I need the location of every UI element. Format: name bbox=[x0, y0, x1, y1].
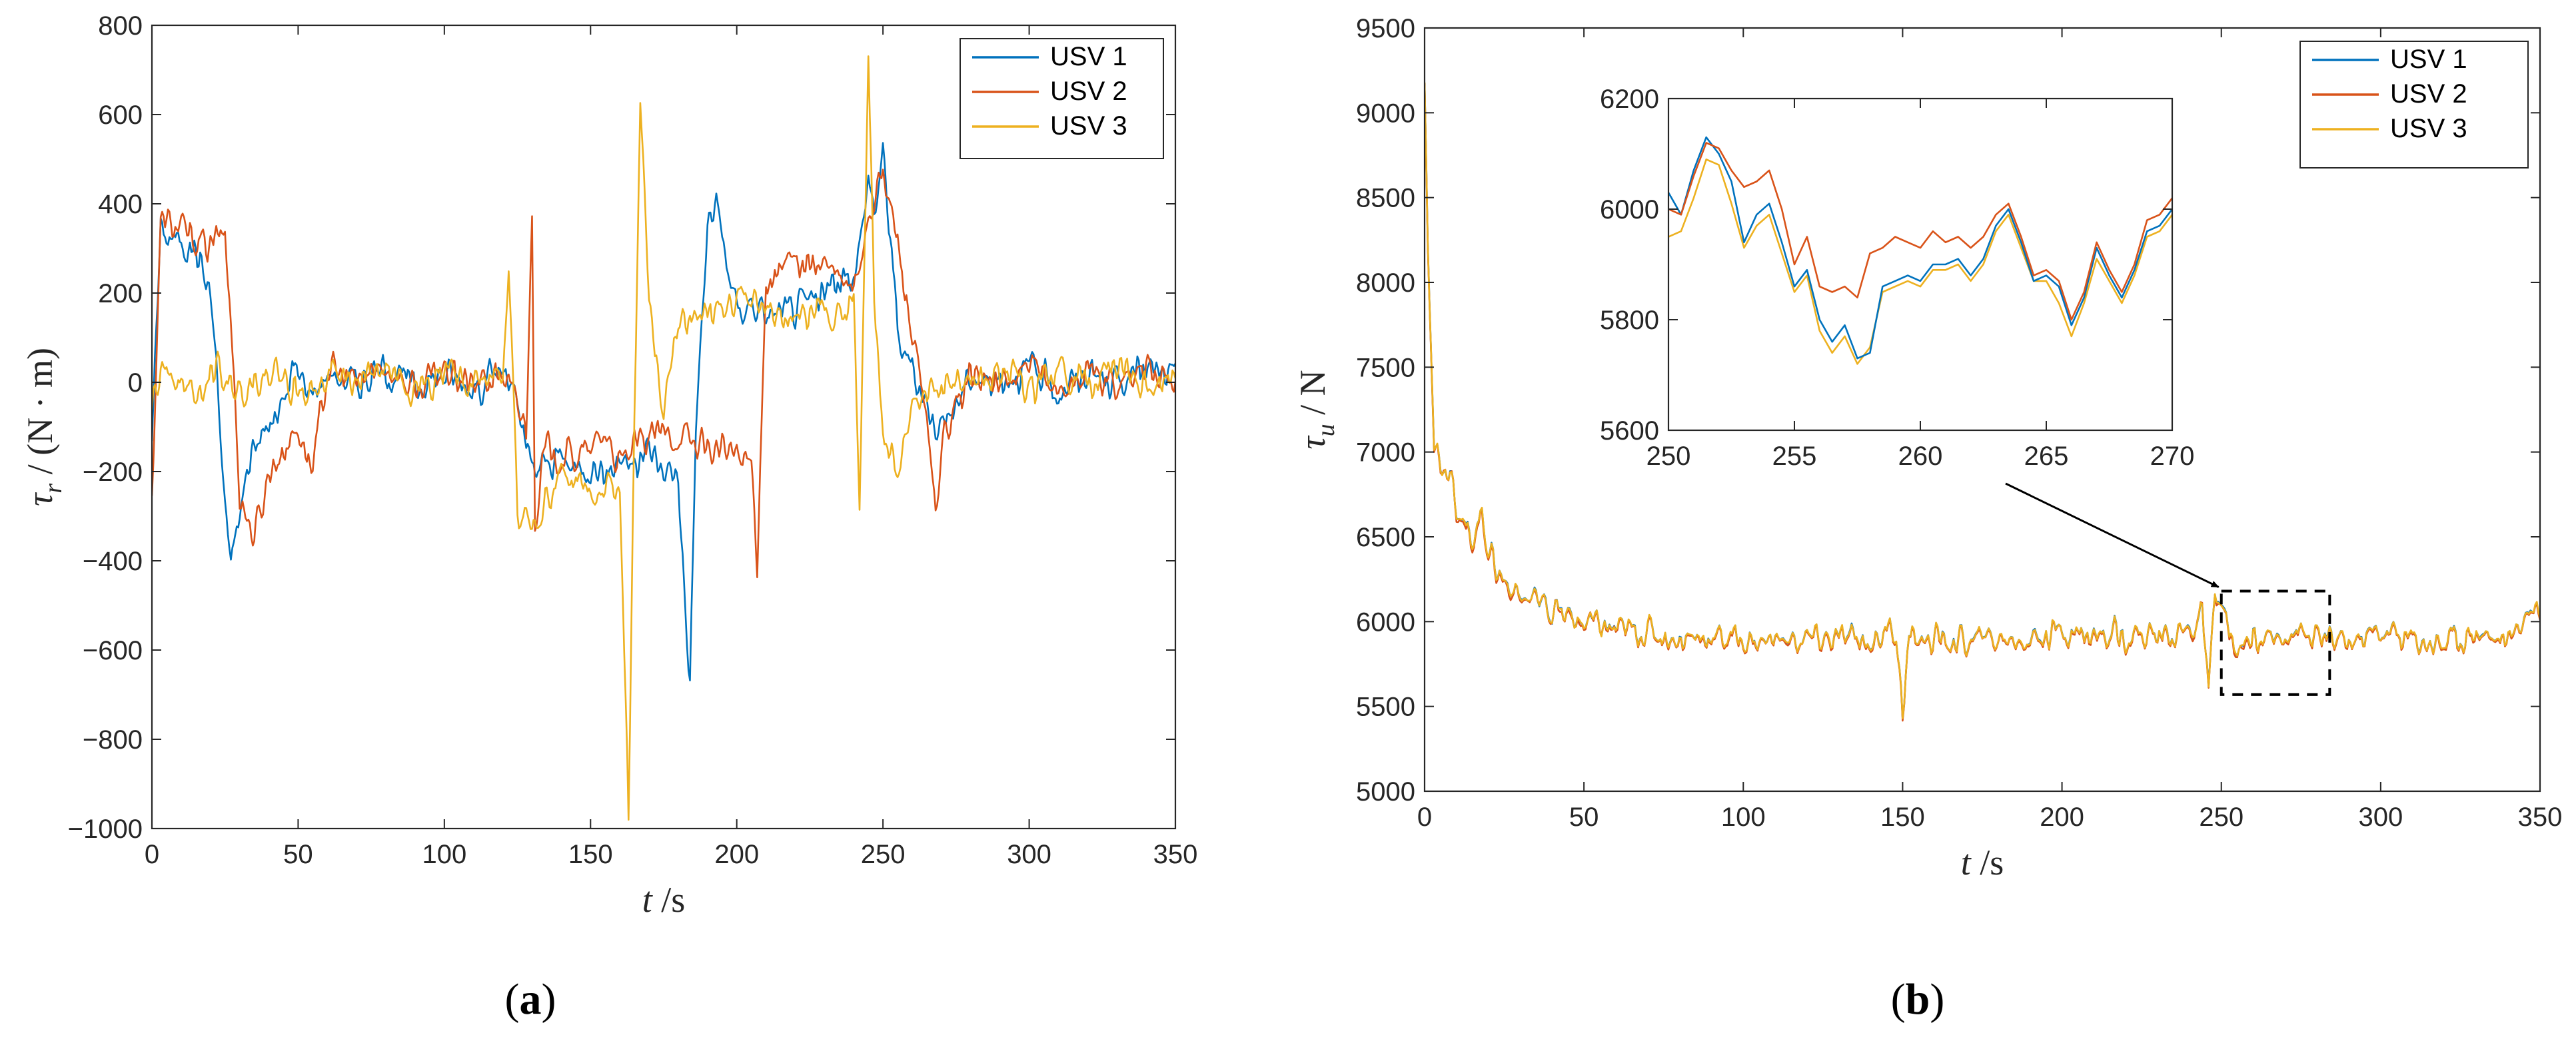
y-tick-label: −1000 bbox=[68, 815, 143, 844]
zoom-box bbox=[2220, 589, 2331, 696]
x-axis-unit: /s bbox=[652, 880, 686, 920]
x-tick-label: 270 bbox=[2150, 442, 2195, 471]
legend-box bbox=[2299, 41, 2529, 169]
y-tick-label: 6500 bbox=[1356, 523, 1415, 552]
x-axis-label: t /s bbox=[1961, 843, 2004, 882]
y-tick-label: 5500 bbox=[1356, 693, 1415, 722]
y-tick-label: 400 bbox=[98, 190, 143, 219]
x-tick-label: 200 bbox=[714, 840, 759, 869]
x-tick-label: 50 bbox=[1569, 803, 1599, 832]
x-tick-label: 255 bbox=[1772, 442, 1817, 471]
inset-series-line-usv-2 bbox=[1668, 142, 2172, 321]
y-axis-subscript: u bbox=[1312, 424, 1340, 436]
x-tick-label: 260 bbox=[1898, 442, 1943, 471]
y-axis-unit: / N bbox=[1293, 370, 1333, 424]
x-tick-label: 150 bbox=[1880, 803, 1925, 832]
series-line-usv-3 bbox=[152, 55, 1175, 821]
y-tick-label: 7000 bbox=[1356, 438, 1415, 468]
y-tick-label: 800 bbox=[98, 11, 143, 41]
legend-label-1: USV 1 bbox=[1050, 42, 1127, 71]
legend-label-2: USV 2 bbox=[1050, 77, 1127, 106]
x-tick-label: 0 bbox=[145, 840, 159, 869]
y-tick-label: −600 bbox=[83, 636, 143, 665]
y-tick-label: −400 bbox=[83, 547, 143, 576]
x-axis-label: t /s bbox=[642, 880, 686, 920]
y-tick-label: 9500 bbox=[1356, 14, 1415, 43]
y-tick-label: 6000 bbox=[1356, 607, 1415, 637]
legend-label-3: USV 3 bbox=[1050, 111, 1127, 141]
y-tick-label: 6200 bbox=[1600, 85, 1659, 114]
y-axis-symbol: τ bbox=[20, 492, 60, 506]
legend-label-3: USV 3 bbox=[2390, 114, 2467, 143]
panel-label-b: (b) bbox=[1891, 975, 1945, 1024]
y-axis-label: τr / (N · m) bbox=[20, 348, 67, 506]
x-tick-label: 250 bbox=[2199, 803, 2244, 832]
x-axis-unit: /s bbox=[1971, 843, 2004, 882]
y-axis-unit: / (N · m) bbox=[20, 348, 60, 484]
x-tick-label: 300 bbox=[2358, 803, 2403, 832]
x-tick-label: 350 bbox=[1153, 840, 1198, 869]
chart-b-inset: 250 255 260 265 270 5600 5800 6000 6200 bbox=[1600, 85, 2194, 471]
axes-frame bbox=[151, 24, 1177, 830]
inset-plot-area bbox=[1668, 99, 2172, 430]
legend-label-2: USV 2 bbox=[2390, 79, 2467, 109]
x-tick-label: 50 bbox=[283, 840, 313, 869]
y-tick-label: 600 bbox=[98, 101, 143, 130]
y-tick-label: 8500 bbox=[1356, 184, 1415, 213]
x-tick-label: 0 bbox=[1417, 803, 1432, 832]
series-line-usv-2 bbox=[152, 169, 1175, 579]
x-tick-label: 200 bbox=[2040, 803, 2084, 832]
x-tick-label: 250 bbox=[1646, 442, 1691, 471]
y-tick-label: 7500 bbox=[1356, 353, 1415, 382]
y-tick-label: 200 bbox=[98, 279, 143, 308]
inset-series-lines bbox=[1668, 136, 2172, 365]
zoom-arrow bbox=[2005, 482, 2220, 588]
series-line-usv-3 bbox=[1425, 82, 2540, 719]
x-tick-label: 300 bbox=[1007, 840, 1051, 869]
axes-frame bbox=[1423, 27, 2541, 793]
series-lines bbox=[152, 55, 1175, 821]
y-tick-label: −800 bbox=[83, 725, 143, 755]
inset-series-line-usv-3 bbox=[1668, 159, 2172, 365]
y-tick-label: 9000 bbox=[1356, 99, 1415, 128]
chart-a: 0 50 100 150 200 250 300 350 −1000 −800 −600 −400 −2… bbox=[20, 11, 1197, 920]
y-axis-symbol: τ bbox=[1293, 436, 1333, 450]
y-axis-label: τu / N bbox=[1293, 370, 1340, 449]
y-tick-label: −200 bbox=[83, 458, 143, 487]
legend-box bbox=[960, 38, 1164, 159]
x-tick-label: 265 bbox=[2024, 442, 2069, 471]
x-tick-label: 350 bbox=[2518, 803, 2563, 832]
series-lines bbox=[1425, 82, 2540, 722]
y-tick-label: 5000 bbox=[1356, 777, 1415, 807]
inset-series-line-usv-1 bbox=[1668, 136, 2172, 360]
y-axis-subscript: r bbox=[39, 484, 67, 494]
x-tick-label: 100 bbox=[1721, 803, 1766, 832]
legend-label-1: USV 1 bbox=[2390, 45, 2467, 74]
x-tick-label: 150 bbox=[568, 840, 613, 869]
x-axis-var: t bbox=[642, 880, 654, 920]
y-tick-label: 5800 bbox=[1600, 306, 1659, 335]
x-tick-label: 250 bbox=[861, 840, 906, 869]
x-axis-var: t bbox=[1961, 843, 1972, 882]
y-tick-label: 5600 bbox=[1600, 416, 1659, 446]
y-tick-label: 8000 bbox=[1356, 268, 1415, 298]
y-tick-label: 0 bbox=[128, 368, 143, 398]
x-tick-label: 100 bbox=[422, 840, 466, 869]
y-tick-label: 6000 bbox=[1600, 195, 1659, 224]
panel-label-a: (a) bbox=[505, 975, 556, 1024]
